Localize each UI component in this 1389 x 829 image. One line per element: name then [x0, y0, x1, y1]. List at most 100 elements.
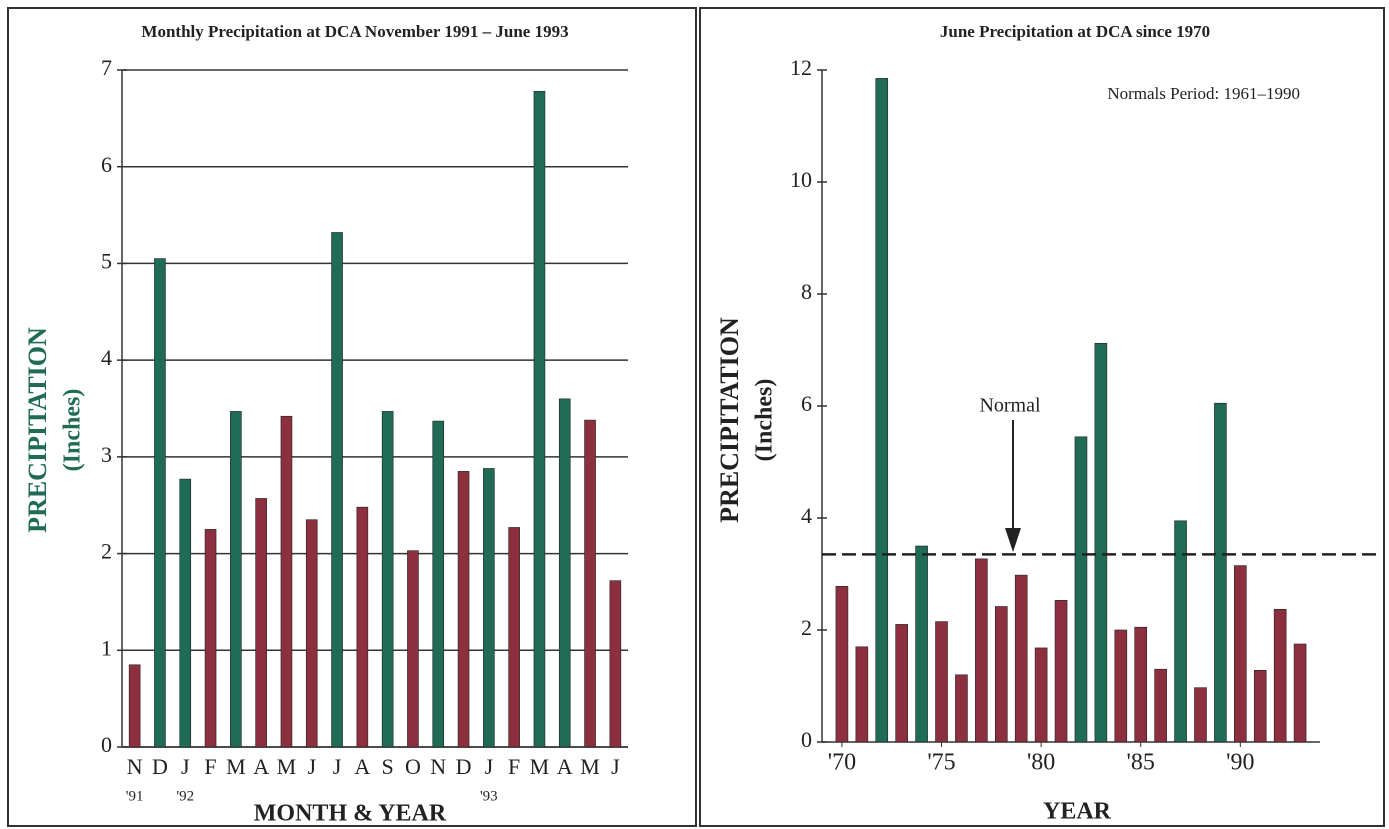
bar	[1034, 647, 1048, 743]
x-tick-label: F	[508, 754, 520, 779]
x-tick-label: M	[580, 754, 600, 779]
bar	[533, 90, 546, 748]
bar	[457, 471, 470, 748]
bar	[154, 258, 166, 748]
bar	[1174, 520, 1187, 743]
bar	[1154, 668, 1167, 743]
bar	[381, 411, 394, 748]
year-label: '93	[480, 788, 498, 804]
y-axis-sublabel: (Inches)	[60, 389, 86, 472]
y-tick-label: 7	[101, 55, 112, 80]
bar	[128, 664, 141, 748]
y-tick-label: 0	[801, 727, 812, 752]
bar	[1234, 565, 1247, 743]
annotation: Normals Period: 1961–1990	[1107, 84, 1300, 103]
x-tick-label: '70	[828, 750, 856, 776]
bar	[1014, 574, 1028, 743]
x-tick-label: A	[354, 754, 370, 779]
bar	[356, 506, 369, 748]
x-tick-label: M	[277, 754, 297, 779]
year-label: '92	[176, 788, 194, 804]
y-tick-label: 8	[801, 279, 812, 304]
bar	[1194, 687, 1207, 743]
bar	[1054, 600, 1068, 743]
bar	[994, 606, 1008, 743]
chart-title: Monthly Precipitation at DCA November 19…	[141, 22, 568, 41]
x-tick-label: D	[456, 754, 472, 779]
x-tick-label: D	[152, 754, 168, 779]
bar	[975, 558, 988, 743]
bar	[305, 519, 318, 748]
y-tick-label: 0	[101, 732, 112, 757]
y-tick-label: 12	[790, 55, 812, 80]
y-tick-label: 2	[101, 539, 112, 564]
x-tick-label: O	[405, 754, 421, 779]
bar	[1273, 608, 1287, 743]
x-tick-label: J	[485, 754, 494, 779]
panel-border	[699, 7, 1385, 827]
year-label: '91	[126, 788, 144, 804]
bar	[204, 529, 217, 748]
y-tick-label: 2	[801, 615, 812, 640]
y-tick-label: 10	[790, 167, 812, 192]
y-tick-label: 3	[101, 442, 112, 467]
y-tick-label: 4	[801, 503, 812, 528]
bar	[331, 232, 343, 748]
bar	[558, 398, 571, 748]
x-tick-label: J	[181, 754, 190, 779]
x-tick-label: J	[333, 754, 342, 779]
x-tick-label: M	[226, 754, 246, 779]
bar	[875, 78, 889, 743]
bar	[1214, 402, 1227, 743]
annotation: Normal	[979, 395, 1041, 417]
bar	[255, 498, 267, 748]
chart-title: June Precipitation at DCA since 1970	[940, 22, 1210, 41]
x-tick-label: A	[557, 754, 573, 779]
y-axis-sublabel: (Inches)	[752, 379, 778, 462]
bar	[407, 550, 419, 748]
x-tick-label: A	[253, 754, 269, 779]
bar	[1134, 626, 1148, 743]
bar	[1253, 670, 1267, 743]
annotation-arrowhead	[1005, 528, 1021, 552]
y-tick-label: 5	[101, 248, 112, 273]
y-tick-label: 1	[101, 635, 112, 660]
x-axis-label: YEAR	[1043, 799, 1112, 825]
bar	[1094, 342, 1108, 743]
x-tick-label: J	[307, 754, 316, 779]
x-tick-label: '75	[927, 750, 955, 776]
bar	[855, 646, 869, 743]
bar	[483, 468, 495, 748]
bar	[955, 674, 968, 743]
bar	[280, 415, 293, 748]
bar	[1114, 629, 1128, 743]
y-axis-label: PRECIPITATION	[715, 317, 744, 523]
bar	[609, 580, 622, 748]
y-tick-label: 6	[801, 391, 812, 416]
y-tick-label: 6	[101, 152, 112, 177]
x-axis-label: MONTH & YEAR	[254, 801, 447, 827]
bar	[915, 545, 928, 743]
x-tick-label: M	[530, 754, 550, 779]
bar	[1074, 436, 1088, 743]
x-tick-label: N	[127, 754, 143, 779]
x-tick-label: F	[204, 754, 216, 779]
bar	[584, 419, 596, 748]
y-tick-label: 4	[101, 345, 112, 370]
bar	[835, 586, 849, 743]
bar	[895, 624, 908, 743]
x-tick-label: '85	[1127, 750, 1155, 776]
y-axis-label: PRECIPITATION	[23, 327, 52, 533]
x-tick-label: '80	[1027, 750, 1055, 776]
bar	[179, 478, 192, 748]
x-tick-label: '90	[1226, 750, 1254, 776]
panel-border	[7, 7, 697, 827]
x-tick-label: J	[611, 754, 620, 779]
bar	[935, 621, 948, 743]
x-tick-label: N	[430, 754, 446, 779]
bar	[432, 420, 445, 748]
bar	[230, 411, 242, 748]
bar	[508, 527, 520, 748]
x-tick-label: S	[382, 754, 394, 779]
